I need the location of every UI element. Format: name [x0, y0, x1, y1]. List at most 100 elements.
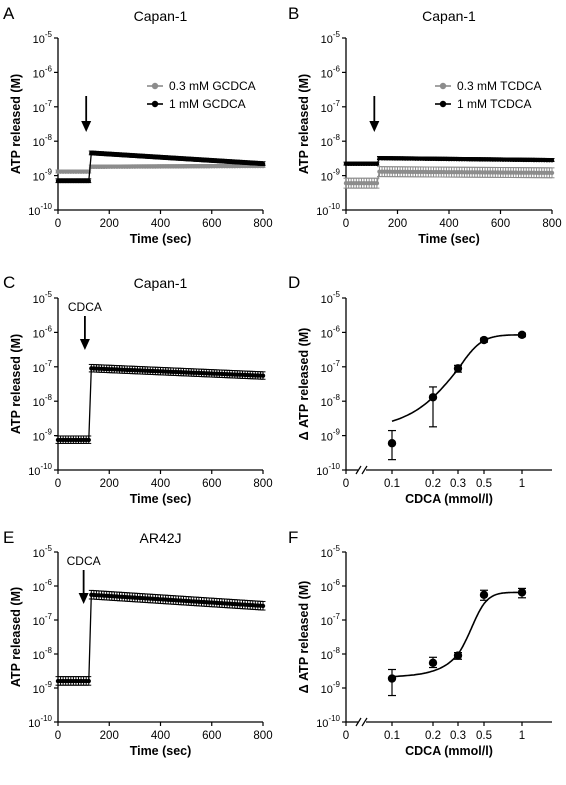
y-tick-label: 10-7 — [321, 99, 341, 115]
y-tick-base: 10 — [321, 294, 333, 306]
x-tick-label: 400 — [151, 478, 170, 490]
y-tick-base: 10 — [33, 432, 45, 444]
x-tick-label: 400 — [439, 218, 458, 230]
x-axis-label: Time (sec) — [130, 744, 192, 758]
x-tick-label: 200 — [100, 218, 119, 230]
axis-break-mark — [361, 717, 368, 727]
y-tick-base: 10 — [321, 363, 333, 375]
x-tick-label: 400 — [151, 730, 170, 742]
x-axis-label: CDCA (mmol/l) — [405, 492, 493, 506]
y-tick-exponent: -7 — [45, 359, 53, 368]
series: 0.3 mM GCDCA — [55, 79, 266, 174]
annotation-label: CDCA — [67, 554, 101, 568]
legend-swatch-marker — [439, 100, 447, 108]
series — [55, 363, 266, 444]
y-tick-base: 10 — [321, 650, 333, 662]
x-tick-label: 200 — [100, 730, 119, 742]
y-tick-base: 10 — [33, 650, 45, 662]
y-tick-exponent: -5 — [45, 30, 53, 39]
chart-title: Capan-1 — [422, 8, 476, 24]
panel-letter: B — [288, 4, 299, 23]
x-tick-label: 0 — [55, 478, 61, 490]
y-tick-base: 10 — [33, 137, 45, 149]
y-tick-exponent: -9 — [45, 680, 53, 689]
data-point — [479, 335, 489, 345]
y-tick-exponent: -10 — [40, 714, 52, 723]
y-tick-label: 10-7 — [33, 612, 53, 628]
y-tick-exponent: -6 — [45, 64, 53, 73]
y-tick-label: 10-10 — [28, 202, 52, 218]
y-axis-label: Δ ATP released (M) — [297, 581, 311, 694]
annotation-arrowhead — [81, 121, 92, 132]
axis-break-mark — [361, 465, 368, 475]
data-point — [453, 651, 463, 660]
x-tick-label: 600 — [202, 218, 221, 230]
y-tick-exponent: -5 — [45, 290, 53, 299]
annotation-arrowhead — [369, 121, 380, 132]
chart-title: AR42J — [139, 530, 181, 546]
panel-letter: A — [3, 4, 15, 23]
y-tick-base: 10 — [33, 68, 45, 80]
y-tick-base: 10 — [321, 616, 333, 628]
y-tick-exponent: -9 — [333, 428, 341, 437]
y-axis-label: ATP released (M) — [9, 74, 23, 174]
y-tick-label: 10-5 — [321, 544, 341, 560]
x-tick-label: 0.1 — [384, 478, 400, 490]
y-axis-label: ATP released (M) — [297, 74, 311, 174]
data-point — [387, 674, 397, 683]
axis-break-mark — [355, 717, 362, 727]
y-tick-base: 10 — [33, 328, 45, 340]
y-tick-exponent: -10 — [328, 462, 340, 471]
y-tick-base: 10 — [33, 548, 45, 560]
y-tick-base: 10 — [321, 548, 333, 560]
y-tick-exponent: -7 — [333, 612, 341, 621]
data-point — [260, 161, 266, 167]
legend-swatch-marker — [151, 82, 159, 90]
y-tick-exponent: -9 — [333, 680, 341, 689]
y-tick-label: 10-8 — [33, 646, 53, 662]
panel-letter: D — [288, 273, 300, 292]
data-point — [260, 373, 266, 378]
x-tick-label: 400 — [151, 218, 170, 230]
data-point — [517, 588, 527, 597]
y-tick-exponent: -10 — [328, 202, 340, 211]
y-tick-label: 10-8 — [321, 393, 341, 409]
y-tick-base: 10 — [321, 582, 333, 594]
y-tick-label: 10-5 — [33, 544, 53, 560]
panel-letter: C — [3, 273, 15, 292]
data-point — [549, 170, 555, 176]
legend-label: 0.3 mM TCDCA — [457, 79, 541, 93]
data-point — [86, 178, 91, 184]
y-tick-label: 10-8 — [33, 133, 53, 149]
x-tick-label: 0 — [343, 478, 349, 490]
x-tick-label: 600 — [202, 478, 221, 490]
x-axis-label: Time (sec) — [130, 232, 192, 246]
y-tick-exponent: -7 — [333, 359, 341, 368]
y-tick-label: 10-6 — [321, 64, 341, 80]
y-tick-exponent: -8 — [333, 393, 341, 402]
y-tick-base: 10 — [316, 466, 328, 478]
y-tick-label: 10-9 — [33, 428, 53, 444]
legend-label: 1 mM GCDCA — [169, 97, 246, 111]
y-tick-exponent: -6 — [45, 324, 53, 333]
legend-label: 1 mM TCDCA — [457, 97, 531, 111]
y-tick-label: 10-7 — [33, 99, 53, 115]
x-tick-label: 800 — [542, 218, 561, 230]
y-tick-label: 10-9 — [321, 168, 341, 184]
y-tick-label: 10-10 — [316, 714, 340, 730]
y-tick-exponent: -7 — [333, 99, 341, 108]
data-point — [549, 158, 555, 163]
y-tick-exponent: -5 — [333, 30, 341, 39]
y-tick-label: 10-5 — [321, 30, 341, 46]
series — [387, 587, 527, 697]
y-tick-exponent: -9 — [45, 428, 53, 437]
data-point — [374, 161, 380, 167]
x-tick-label: 0.5 — [476, 730, 492, 742]
series: 0.3 mM TCDCA — [343, 79, 555, 189]
y-tick-base: 10 — [33, 172, 45, 184]
y-tick-label: 10-6 — [321, 324, 341, 340]
